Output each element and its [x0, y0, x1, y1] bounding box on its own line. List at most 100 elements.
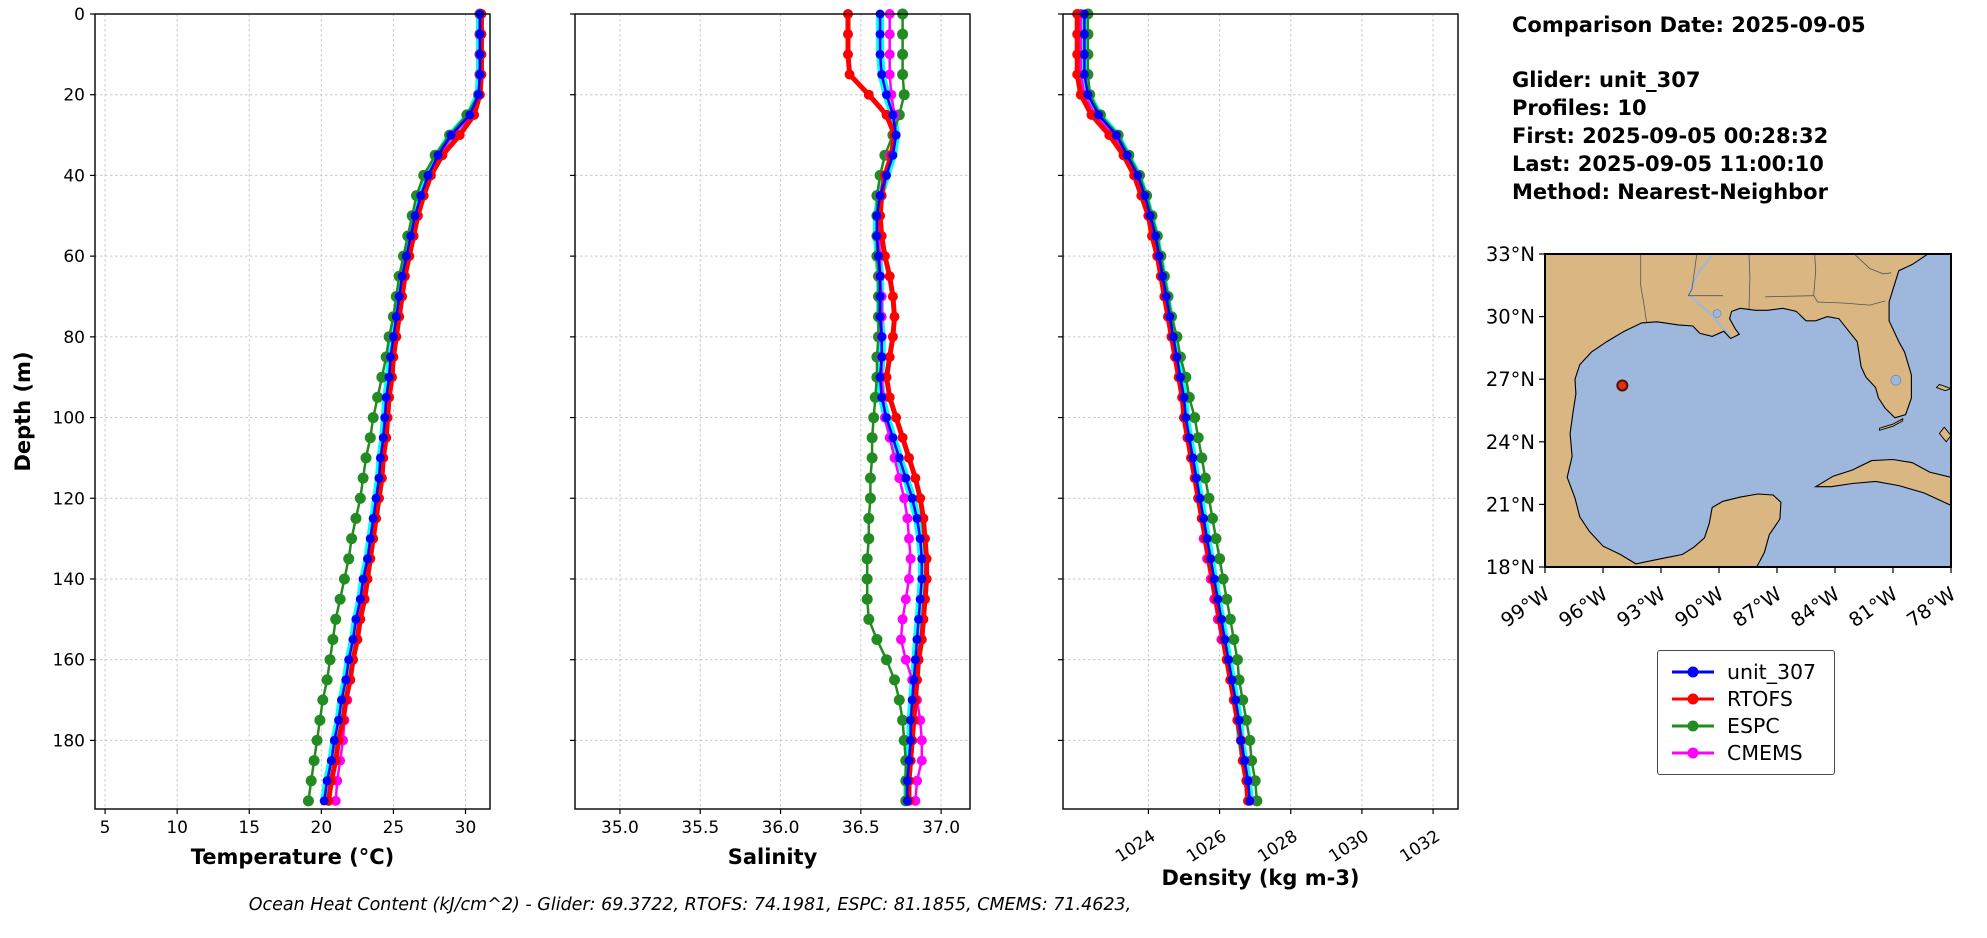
unit_307-marker — [380, 413, 390, 423]
RTOFS-marker — [863, 89, 874, 100]
salinity-chart: 35.0 35.5 36.0 36.5 37.0 Salinity — [570, 8, 971, 869]
unit_307-marker — [374, 473, 384, 483]
ESPC-marker — [866, 432, 878, 444]
CMEMS-marker — [916, 755, 927, 766]
profiles-line: Profiles: 10 — [1512, 95, 1647, 120]
CMEMS-marker — [902, 513, 913, 524]
unit_307-marker — [329, 735, 339, 745]
unit_307-marker — [397, 271, 407, 281]
axes-ticks: 35.0 35.5 36.0 36.5 37.0 — [570, 13, 960, 838]
ESPC-marker — [350, 512, 362, 524]
latitude-tick-label: 33°N — [1486, 243, 1535, 266]
unit_307-marker — [1206, 554, 1216, 564]
unit_307-marker — [1231, 695, 1241, 705]
unit_307-marker — [875, 29, 885, 39]
RTOFS-marker — [843, 29, 853, 40]
x-tick-label: 35.0 — [601, 818, 639, 838]
RTOFS-marker — [887, 331, 898, 342]
unit_307-marker — [1161, 292, 1171, 301]
ESPC-marker — [354, 492, 366, 504]
state-boundary — [1765, 295, 1814, 298]
ESPC-marker — [367, 412, 379, 424]
state-boundary — [1854, 254, 1892, 275]
ESPC-marker — [1192, 432, 1204, 444]
ESPC-marker — [338, 573, 350, 585]
RTOFS-marker — [881, 372, 892, 383]
RTOFS-series — [1072, 9, 1253, 806]
RTOFS-marker — [918, 513, 929, 524]
state-boundary — [1813, 295, 1886, 306]
CMEMS-marker — [900, 654, 911, 665]
unit_307-marker — [1083, 90, 1093, 100]
ESPC-marker — [868, 412, 880, 424]
longitude-tick-label: 93°W — [1613, 582, 1670, 632]
unit_307-marker — [901, 473, 911, 483]
state-boundary — [1687, 254, 1698, 296]
x-tick-label: 1030 — [1325, 826, 1372, 866]
unit_307-marker — [877, 70, 887, 79]
unit_307-marker — [334, 715, 344, 725]
CMEMS-marker — [904, 574, 914, 584]
unit_307-marker — [1181, 413, 1191, 423]
cuba-landmass — [1813, 458, 1951, 507]
comparison-date-line: Comparison Date: 2025-09-05 — [1512, 13, 1866, 37]
unit_307-marker — [1224, 655, 1233, 665]
ESPC-marker — [881, 654, 892, 666]
ESPC-marker — [897, 48, 909, 60]
RTOFS-marker — [887, 291, 898, 302]
longitude-tick-label: 96°W — [1555, 582, 1612, 632]
ESPC-marker — [305, 775, 317, 787]
ESPC-marker — [1217, 573, 1229, 585]
island-landmass — [1879, 418, 1904, 431]
unit_307-marker — [902, 796, 912, 806]
unit_307-marker — [475, 29, 485, 39]
unit_307-marker — [1220, 635, 1230, 644]
CMEMS-marker — [899, 493, 910, 504]
x-tick-label: 1032 — [1397, 826, 1444, 866]
unit_307-marker — [888, 110, 898, 120]
y-tick-label: 140 — [53, 570, 85, 590]
unit_307-marker — [1195, 493, 1205, 503]
y-tick-label: 120 — [53, 489, 85, 509]
ESPC-marker — [311, 734, 323, 746]
unit_307-marker — [446, 130, 456, 140]
unit_307-marker — [917, 574, 927, 584]
RTOFS-marker — [889, 311, 900, 322]
y-tick-label: 100 — [53, 409, 85, 429]
RTOFS-marker — [884, 352, 895, 362]
temperature-chart: 5 10 15 20 25 30 0 20 40 60 80 100 120 140 160 180 Tempe… — [53, 5, 491, 869]
ESPC-marker — [861, 573, 873, 585]
lake — [1712, 309, 1722, 318]
ESPC-marker — [1231, 654, 1243, 666]
legend-label: unit_307 — [1727, 660, 1817, 684]
unit_307-marker — [423, 170, 433, 180]
legend-line-marker-icon — [1672, 720, 1714, 732]
x-tick-label: 10 — [166, 818, 188, 838]
legend-item-RTOFS: RTOFS — [1670, 687, 1816, 711]
ESPC-marker — [314, 714, 326, 726]
grid-lines — [575, 13, 970, 809]
unit_307-series — [1079, 9, 1255, 806]
legend-line-marker-icon — [1672, 666, 1714, 678]
ESPC-marker — [1221, 593, 1233, 605]
ESPC-marker — [364, 432, 376, 444]
unit_307-marker — [1234, 715, 1244, 725]
map-frame — [1544, 253, 1952, 568]
ESPC-marker — [1240, 714, 1252, 726]
ESPC-marker — [893, 694, 905, 706]
legend-item-ESPC: ESPC — [1670, 714, 1816, 738]
unit_307-marker — [375, 453, 385, 463]
unit_307-marker — [1145, 211, 1155, 221]
gulf-of-mexico-map: 33°N 30°N 27°N 24°N 21°N 18°N 99°W 96°W 93°W 90°W… — [1475, 240, 1987, 644]
unit_307-marker — [465, 110, 475, 120]
ESPC-marker — [1249, 775, 1261, 787]
glider-line: Glider: unit_307 — [1512, 67, 1701, 92]
longitude-tick-label: 87°W — [1729, 582, 1786, 632]
ESPC-marker — [1233, 674, 1245, 686]
ESPC-marker — [1203, 492, 1215, 504]
unit_307-marker — [416, 191, 426, 201]
unit_307-marker — [909, 675, 919, 685]
ESPC-marker — [1210, 533, 1222, 545]
unit_307-series — [872, 9, 927, 806]
unit_307-marker — [912, 513, 922, 523]
